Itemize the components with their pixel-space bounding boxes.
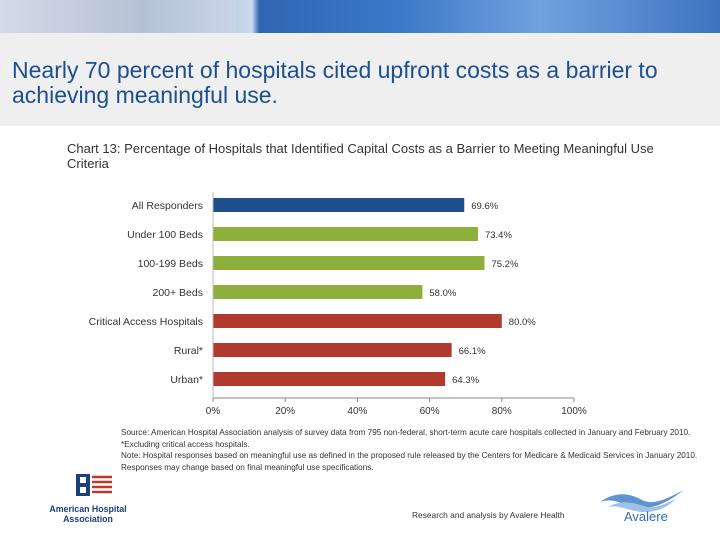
avalere-logo-text: Avalere (624, 509, 668, 524)
category-label: Critical Access Hospitals (89, 316, 203, 328)
avalere-logo-icon (600, 490, 684, 512)
source-note: Source: American Hospital Association an… (121, 427, 701, 473)
x-tick-label: 80% (492, 406, 512, 417)
credit-text: Research and analysis by Avalere Health (412, 510, 565, 520)
title-band (0, 33, 720, 126)
chart-subtitle: Chart 13: Percentage of Hospitals that I… (67, 141, 654, 171)
data-label: 66.1% (459, 346, 486, 357)
aha-logo-icon (76, 474, 112, 496)
x-tick-label: 40% (347, 406, 367, 417)
bar (213, 227, 478, 241)
category-label: Under 100 Beds (127, 229, 203, 241)
data-label: 64.3% (452, 375, 479, 386)
bar (213, 198, 465, 212)
data-label: 69.6% (471, 201, 498, 212)
bar-chart: All Responders 69.6% Under 100 Beds 73.4% 10… (89, 192, 587, 417)
bar (213, 314, 502, 328)
bar (213, 256, 485, 270)
x-tick-label: 0% (206, 406, 221, 417)
bar (213, 372, 446, 386)
note-line: Note: Hospital responses based on meanin… (121, 451, 698, 472)
category-label: All Responders (132, 200, 203, 212)
category-label: Urban* (170, 374, 203, 386)
category-label: 200+ Beds (152, 287, 203, 299)
aha-logo-text: American Hospital Association (49, 504, 127, 524)
category-label: 100-199 Beds (138, 258, 203, 270)
x-tick-label: 100% (561, 406, 587, 417)
x-tick-label: 20% (275, 406, 295, 417)
source-line: Source: American Hospital Association an… (121, 428, 691, 449)
bar (213, 343, 452, 357)
top-banner (0, 0, 720, 33)
category-label: Rural* (174, 345, 203, 357)
data-label: 80.0% (509, 317, 536, 328)
slide-title: Nearly 70 percent of hospitals cited upf… (12, 57, 658, 108)
x-tick-label: 60% (420, 406, 440, 417)
data-label: 58.0% (429, 288, 456, 299)
data-label: 73.4% (485, 230, 512, 241)
bar (213, 285, 423, 299)
top-banner-light (0, 0, 236, 33)
data-label: 75.2% (491, 259, 518, 270)
